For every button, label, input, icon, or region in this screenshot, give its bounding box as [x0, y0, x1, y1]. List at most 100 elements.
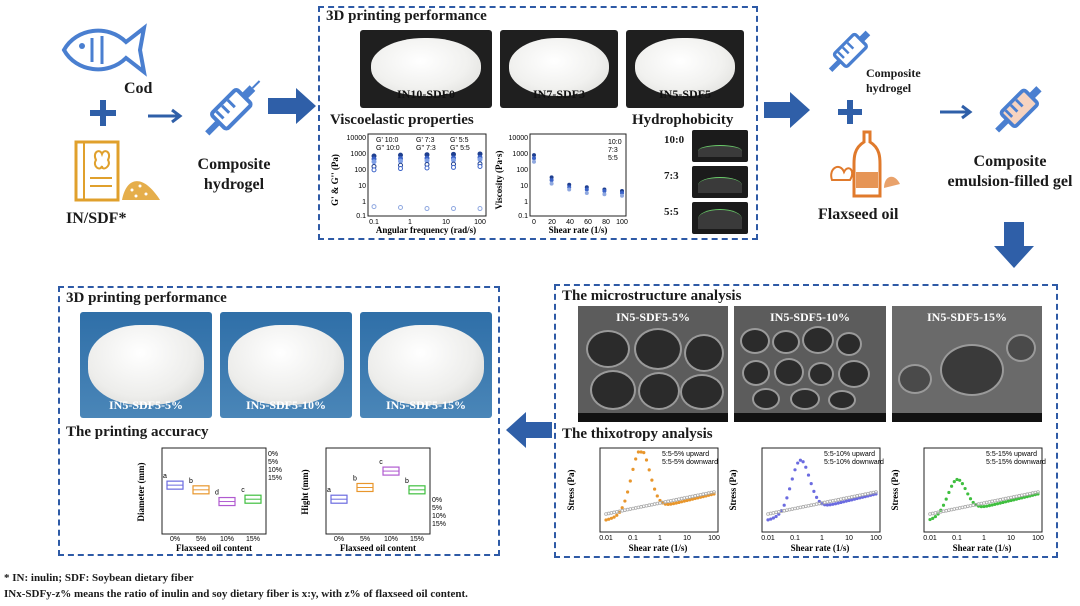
- visco-point: [451, 157, 456, 163]
- photo-in5-sdf5-10: IN5-SDF5-10%: [220, 312, 352, 418]
- plus-icon: [838, 100, 862, 124]
- emulsion-syringe-icon: [978, 72, 1062, 146]
- visco-point: [451, 164, 456, 170]
- visc-legend-item: 5:5: [608, 155, 618, 162]
- visc-ytick: 1: [524, 199, 528, 206]
- visco-x-ticks: 0.1 1 10 100: [369, 219, 486, 226]
- box-letter: a: [327, 487, 331, 494]
- thixo-up-point: [682, 499, 686, 503]
- sem-image-10: IN5-SDF5-10%: [734, 306, 886, 422]
- thixo-ylabel: Stress (Pa): [566, 469, 576, 510]
- thixo-up-point: [952, 479, 956, 484]
- photo-in5-sdf5-15: IN5-SDF5-15%: [360, 312, 492, 418]
- thixo-up-point: [658, 498, 662, 503]
- visc-point: [620, 190, 624, 195]
- box-category: 5%: [360, 536, 370, 543]
- diam-legend-item: 5%: [268, 459, 278, 466]
- box-category: 15%: [246, 536, 260, 543]
- thixo-up-point: [1020, 496, 1024, 500]
- diameter-chart: Diameter (mm) Flaxseed oil content a 0% b 5…: [136, 444, 296, 554]
- thixo-down-point: [1036, 490, 1040, 494]
- thixo-up-point: [690, 497, 694, 501]
- box-category: 0%: [170, 536, 180, 543]
- thixo-xtick: 100: [1032, 535, 1044, 542]
- hight-legend-item: 15%: [432, 521, 446, 528]
- thixo-up-point: [639, 450, 643, 454]
- big-arrow-right-icon: [268, 88, 316, 124]
- visc-point: [584, 187, 589, 192]
- sem-caption: IN5-SDF5-5%: [616, 310, 690, 324]
- viscoelastic-chart: G' & G'' (Pa) Angular frequency (rad/s) …: [330, 130, 490, 236]
- visc-ytick: 10: [520, 183, 528, 190]
- thixo-up-point: [1022, 495, 1027, 499]
- box-letter: d: [215, 490, 219, 497]
- visc-point: [584, 190, 589, 195]
- thixo-up-point: [771, 516, 775, 520]
- bottom-left-dashed-box: [58, 286, 500, 556]
- thixo-up-point: [804, 465, 808, 469]
- thixo-xtick: 1: [820, 535, 824, 542]
- thixo-up-point: [793, 468, 797, 472]
- box-letter: b: [405, 478, 409, 485]
- thixo-up-point: [626, 490, 630, 494]
- visco-point: [477, 163, 483, 169]
- thixo-up-point: [852, 497, 856, 501]
- thixo-up-point: [944, 497, 948, 501]
- hight-legend-item: 0%: [432, 497, 442, 504]
- photo-caption: IN5-SDF5: [658, 87, 711, 101]
- thixo-up-point: [947, 490, 951, 495]
- thixo-title: The thixotropy analysis: [562, 426, 713, 442]
- thixo-up-point: [612, 515, 616, 519]
- composite-hydrogel-label-left: Composite hydrogel: [197, 156, 271, 193]
- box-letter: a: [163, 473, 167, 480]
- photo-in7-sdf3: IN7-SDF3: [500, 30, 618, 108]
- photo-in5-sdf5-5: IN5-SDF5-5%: [80, 312, 212, 418]
- thixo-legend-item: 5:5-10% downward: [824, 459, 884, 466]
- thixo-up-point: [634, 457, 638, 461]
- visco-point: [371, 159, 377, 165]
- thixo-up-point: [785, 496, 789, 500]
- visco-legend-item: G'' 5:5: [450, 145, 470, 152]
- visc-point: [532, 159, 536, 164]
- thixo-up-point: [669, 502, 673, 506]
- thixo-up-point: [1014, 497, 1018, 501]
- thixo-xtick: 0.01: [761, 535, 775, 542]
- thixo-xlabel: Shear rate (1/s): [953, 543, 1012, 553]
- visco-point: [424, 165, 430, 171]
- thixo-up-point: [696, 496, 700, 500]
- bottom-right-dashed-box: [554, 284, 1058, 558]
- thixo-up-point: [825, 503, 829, 507]
- photo-caption: IN5-SDF5-15%: [386, 398, 466, 412]
- visco-title: Viscoelastic properties: [330, 112, 474, 128]
- thixo-up-point: [842, 500, 846, 504]
- thixo-chart-15: Stress (Pa) Shear rate (1/s) 5:5-15% upw…: [890, 444, 1050, 554]
- thixo-marks: [766, 458, 878, 522]
- thixo-up-point: [958, 478, 962, 482]
- thixo-up-point: [844, 499, 848, 503]
- visc-xtick: 20: [548, 219, 556, 226]
- thixo-xtick: 0.01: [599, 535, 613, 542]
- visco-point: [371, 204, 377, 210]
- box-category: 15%: [410, 536, 424, 543]
- thixo-up-point: [955, 477, 959, 482]
- droplet-label: 10:0: [664, 134, 685, 146]
- thixo-up-point: [806, 473, 811, 477]
- thixo-up-point: [609, 516, 613, 520]
- visco-legend-item: G'' 7:3: [416, 145, 436, 152]
- thixo-up-point: [1006, 499, 1010, 503]
- visco-point: [398, 166, 403, 172]
- visc-point: [532, 156, 536, 161]
- visco-marks: [371, 151, 483, 212]
- thixo-up-point: [995, 502, 1000, 506]
- syringe-icon: [192, 70, 272, 150]
- thixo-up-point: [1012, 498, 1016, 502]
- diam-marks: a 0% b 5% d 10% c 15%: [163, 473, 262, 543]
- thixo-down-point: [874, 490, 878, 494]
- thixo-up-point: [979, 505, 983, 509]
- flaxseed-label: Flaxseed oil: [818, 206, 899, 223]
- thixo-xtick: 0.1: [790, 535, 800, 542]
- top-box-title: 3D printing performance: [326, 8, 487, 24]
- thixo-ylabel: Stress (Pa): [890, 469, 900, 510]
- thixo-marks: [928, 477, 1040, 522]
- viscosity-chart: Viscosity (Pa·s) Shear rate (1/s) 0 20 4…: [494, 130, 630, 236]
